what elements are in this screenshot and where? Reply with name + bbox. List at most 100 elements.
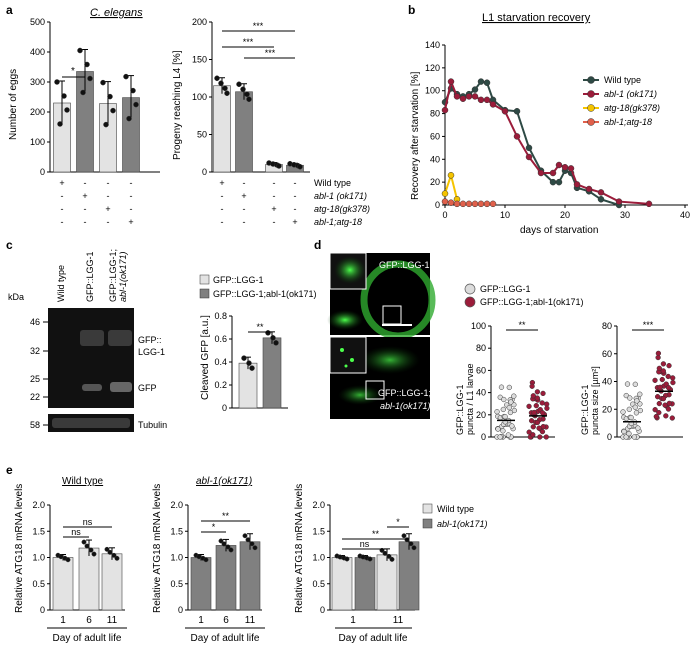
prog-point [222,85,228,91]
b-series-point [477,96,485,104]
d-puncta-point [505,432,511,438]
b-y-tick-label: 120 [425,63,440,73]
geno-eggs-cell: - [84,204,87,214]
d-puncta-point [526,429,532,435]
geno-eggs-cell: + [105,204,110,214]
d-puncta-point [533,403,539,409]
b-series-point [465,200,473,208]
b-series-point [555,161,563,169]
panel-e-letter: e [6,463,13,477]
eggs-point [87,75,93,82]
e-ylabel: Relative ATG18 mRNA levels [152,484,163,613]
e-point [245,537,251,543]
band-gfp-lgg1-lane3 [108,330,132,346]
eggs-point [77,47,83,54]
kda-marker-label: 58 [30,420,40,430]
geno-eggs-cell: - [130,178,133,188]
prog-sig-1: *** [253,21,264,31]
e-point [337,554,343,560]
d-puncta-point [665,406,672,412]
c-bar [238,362,258,409]
geno-prog-cell: - [294,191,297,201]
e-x-tick-label: 1 [60,615,66,626]
c-sig: ** [256,322,264,332]
d-puncta-point [501,396,507,403]
lane-label-wt: Wild type [56,265,66,302]
e-sig-label: * [396,517,400,527]
img-label-bottom-1: GFP::LGG-1; [378,388,431,398]
eggs-ylabel: Number of eggs [8,69,19,140]
panel-c-letter: c [6,238,13,252]
d1-ylabel-b: puncta / L1 larvae [465,363,475,435]
e-sig-label: * [212,522,216,532]
b-series-point [585,185,593,193]
c-point [270,335,276,341]
e-y-tick-label: 0.5 [170,579,183,589]
b-y-tick-label: 20 [430,177,440,187]
d-puncta-point [631,434,637,440]
d-puncta-point [509,423,515,429]
b-x-tick-label: 10 [500,210,510,220]
e-point [81,539,87,545]
e-point [408,541,414,547]
geno-prog-cell: + [292,217,297,227]
eggs-point [61,93,67,99]
e-point [88,547,94,553]
b-series-point [501,108,509,115]
b-series-point [489,200,497,208]
img-label-top: GFP::LGG-1 [379,260,430,270]
d-puncta-point [498,384,505,390]
c-point [265,330,271,336]
starvation-xlabel: days of starvation [520,225,598,236]
b-series-point [483,79,491,86]
d-puncta-point [624,381,631,387]
d-puncta-point [626,430,632,437]
e-sig-label: ** [222,511,230,521]
e-point [65,557,71,563]
geno-eggs-cell: - [84,217,87,227]
c-legend-2: GFP::LGG-1;abl-1(ok171) [213,289,317,299]
eggs-point [100,79,106,86]
prog-y-tick-label: 100 [192,92,207,102]
c-legend-1: GFP::LGG-1 [213,275,264,285]
prog-point [246,96,252,102]
b-series-point [477,78,485,85]
d-puncta-point [623,434,629,440]
b-series-point [471,200,479,208]
band-label-tubulin: Tubulin [138,420,167,430]
e-x-tick-label: 6 [223,615,229,626]
b-series-point [441,106,449,114]
b-legend-marker [587,90,595,98]
kda-marker-label: 46 [30,317,40,327]
d-puncta-point [660,368,666,374]
e-xlabel: Day of adult life [191,633,260,644]
e-sig-label: ns [83,517,93,527]
d-puncta-point [632,404,638,410]
d-puncta-point [652,377,658,384]
d-puncta-point [534,395,540,401]
e-x-tick-label: 1 [198,615,204,626]
d-puncta-point [628,414,634,421]
geno-prog-cell: - [243,217,246,227]
e-point [107,549,113,555]
e-y-tick-label: 1.5 [32,526,45,536]
geno-prog-cell: - [243,204,246,214]
b-series-point [453,93,461,100]
d-puncta-point [653,413,659,420]
geno-eggs-cell: - [61,217,64,227]
panel-d-letter: d [314,238,321,252]
d-puncta-point [627,395,633,401]
e-y-tick-label: 0 [40,605,45,615]
d-puncta-point [659,376,665,383]
e-x-tick-label: 6 [86,615,92,626]
e-point [228,547,234,553]
d-puncta-point [665,385,672,391]
progeny-chart: 0 50 100 150 200 Progeny reaching L4 [%] ***… [172,17,310,177]
d-puncta-point [637,391,643,397]
d-puncta-point [539,400,545,406]
b-series-point [489,101,497,108]
e-y-tick-label: 2.0 [312,500,325,510]
e-bar [78,547,100,611]
b-y-tick-label: 80 [430,109,440,119]
geno-eggs-cell: + [82,191,87,201]
